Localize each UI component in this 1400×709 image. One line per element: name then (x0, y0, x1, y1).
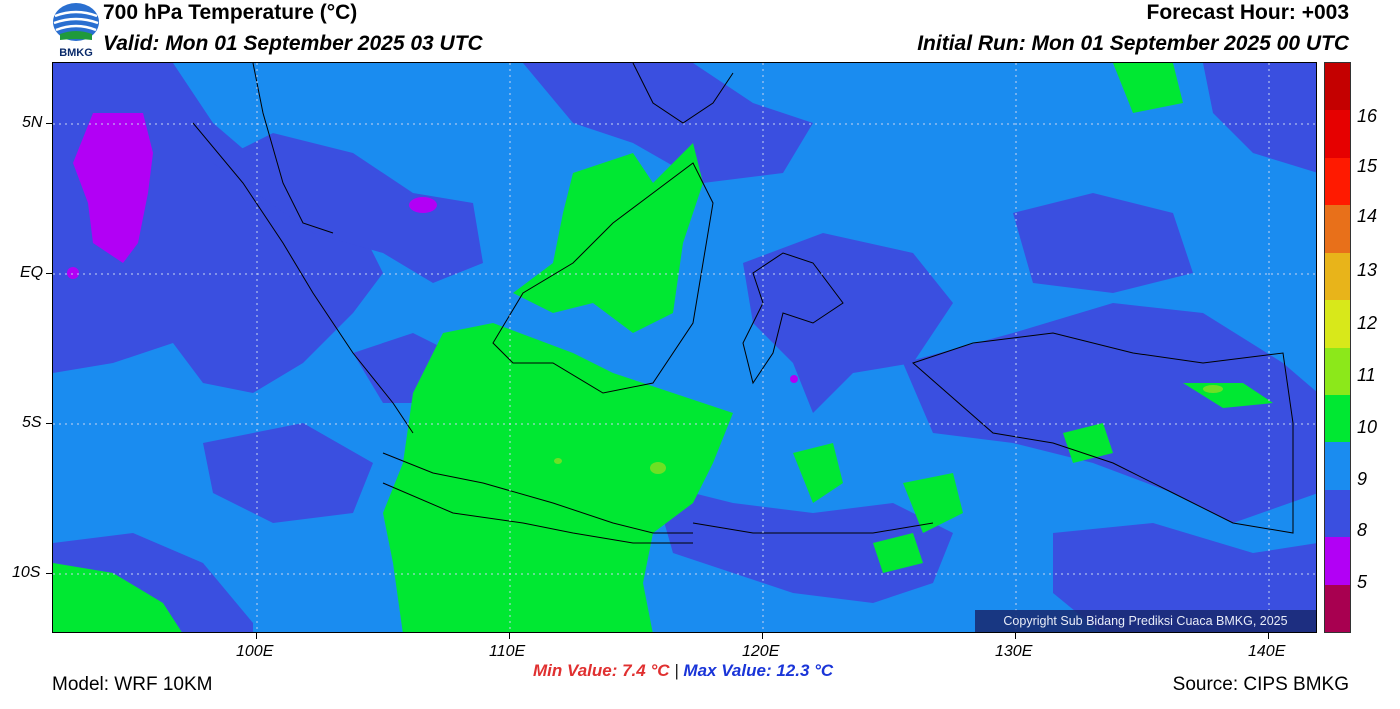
lon-label-140e: 140E (1248, 643, 1286, 660)
legend-swatch (1325, 205, 1350, 253)
stat-separator: | (674, 661, 679, 680)
bmkg-logo: BMKG (52, 2, 100, 59)
legend-label-12: 12 (1357, 313, 1378, 333)
field-10-regions (53, 63, 1273, 632)
forecast-hour: Forecast Hour: +003 (1146, 1, 1350, 24)
initial-run: Initial Run: Mon 01 September 2025 00 UT… (917, 32, 1349, 55)
lat-tick (46, 423, 52, 424)
legend-label-15: 15 (1357, 156, 1378, 176)
map-canvas (53, 63, 1316, 632)
legend-swatch (1325, 584, 1350, 633)
legend-label-13: 13 (1357, 260, 1378, 280)
temperature-map[interactable]: Copyright Sub Bidang Prediksi Cuaca BMKG… (52, 62, 1317, 633)
data-source: Source: CIPS BMKG (1172, 674, 1349, 695)
graticule (53, 63, 1316, 632)
lon-label-120e: 120E (742, 643, 780, 660)
lon-tick (256, 633, 257, 639)
legend-swatch (1325, 394, 1350, 443)
lat-label-eq: EQ (20, 264, 44, 281)
legend-label-11: 11 (1357, 365, 1376, 385)
lon-tick (1015, 633, 1016, 639)
lon-tick (509, 633, 510, 639)
lat-label-10s: 10S (12, 564, 41, 581)
lon-label-130e: 130E (995, 643, 1033, 660)
logo-text: BMKG (59, 47, 93, 58)
lon-label-110e: 110E (489, 643, 526, 660)
lon-label-100e: 100E (236, 643, 274, 660)
lon-tick (1268, 633, 1269, 639)
lat-tick (46, 573, 52, 574)
field-11-patches (554, 385, 1223, 474)
copyright-note: Copyright Sub Bidang Prediksi Cuaca BMKG… (975, 610, 1316, 632)
lon-tick (762, 633, 763, 639)
legend-swatch (1325, 157, 1350, 206)
map-title: 700 hPa Temperature (°C) (103, 1, 358, 24)
lat-tick (46, 273, 52, 274)
lat-tick (46, 123, 52, 124)
legend-label-10: 10 (1357, 417, 1378, 437)
value-range: Min Value: 7.4 °C | Max Value: 12.3 °C (533, 661, 833, 681)
legend-label-8: 8 (1357, 520, 1368, 540)
legend-swatch (1325, 347, 1350, 395)
legend-label-5: 5 (1357, 572, 1368, 592)
lat-label-5n: 5N (22, 114, 43, 131)
legend-label-14: 14 (1357, 206, 1378, 226)
legend-swatch (1325, 300, 1350, 348)
valid-time: Valid: Mon 01 September 2025 03 UTC (103, 32, 483, 55)
field-5-patches (67, 113, 798, 383)
coastlines (192, 63, 1294, 544)
legend-swatch (1325, 110, 1350, 158)
bmkg-logo-icon: BMKG (53, 3, 99, 59)
legend-swatch (1325, 63, 1350, 111)
legend-label-16: 16 (1357, 106, 1378, 126)
legend-label-9: 9 (1357, 469, 1368, 489)
legend-swatch (1325, 442, 1350, 490)
legend-swatch (1325, 537, 1350, 585)
color-legend (1324, 62, 1351, 633)
max-value: Max Value: 12.3 °C (683, 661, 834, 680)
model-name: Model: WRF 10KM (52, 674, 213, 695)
lat-label-5s: 5S (22, 414, 42, 431)
legend-swatch (1325, 252, 1350, 301)
min-value: Min Value: 7.4 °C (533, 661, 670, 680)
legend-swatch (1325, 489, 1350, 538)
